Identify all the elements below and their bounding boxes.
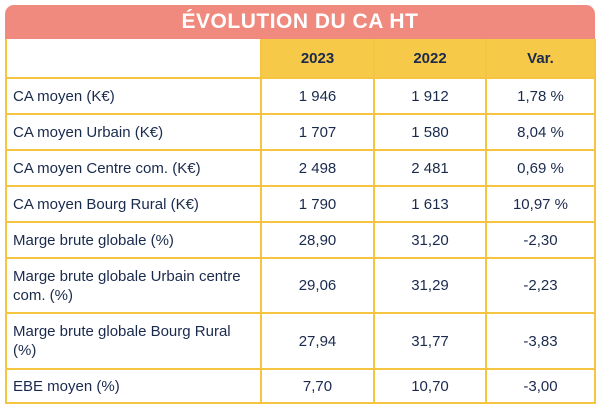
value-var: -2,30 bbox=[487, 223, 596, 259]
value-2023: 2 498 bbox=[262, 151, 375, 187]
value-var: 0,69 % bbox=[487, 151, 596, 187]
value-2023: 1 707 bbox=[262, 115, 375, 151]
value-2023: 28,90 bbox=[262, 223, 375, 259]
value-2022: 31,29 bbox=[375, 259, 487, 314]
header-cell-var: Var. bbox=[487, 39, 596, 79]
table-row: CA moyen (K€) 1 946 1 912 1,78 % bbox=[5, 79, 596, 115]
table-title: ÉVOLUTION DU CA HT bbox=[181, 10, 419, 33]
value-2023: 27,94 bbox=[262, 314, 375, 370]
title-bar: ÉVOLUTION DU CA HT bbox=[5, 5, 595, 39]
table-row: EBE moyen (%) 7,70 10,70 -3,00 bbox=[5, 370, 596, 404]
value-2022: 10,70 bbox=[375, 370, 487, 404]
row-label: EBE moyen (%) bbox=[5, 370, 262, 404]
row-label: Marge brute globale Bourg Rural (%) bbox=[5, 314, 262, 370]
value-2022: 1 912 bbox=[375, 79, 487, 115]
row-label: Marge brute globale Urbain centre com. (… bbox=[5, 259, 262, 314]
value-2023: 1 946 bbox=[262, 79, 375, 115]
value-2022: 2 481 bbox=[375, 151, 487, 187]
value-var: -2,23 bbox=[487, 259, 596, 314]
header-row: 2023 2022 Var. bbox=[5, 39, 596, 79]
header-cell-2022: 2022 bbox=[375, 39, 487, 79]
value-2023: 1 790 bbox=[262, 187, 375, 223]
table-row: Marge brute globale Bourg Rural (%) 27,9… bbox=[5, 314, 596, 370]
table-row: CA moyen Urbain (K€) 1 707 1 580 8,04 % bbox=[5, 115, 596, 151]
table-row: Marge brute globale (%) 28,90 31,20 -2,3… bbox=[5, 223, 596, 259]
row-label: CA moyen (K€) bbox=[5, 79, 262, 115]
row-label: CA moyen Urbain (K€) bbox=[5, 115, 262, 151]
row-label: CA moyen Bourg Rural (K€) bbox=[5, 187, 262, 223]
value-2023: 29,06 bbox=[262, 259, 375, 314]
table-row: Marge brute globale Urbain centre com. (… bbox=[5, 259, 596, 314]
header-cell-2023: 2023 bbox=[262, 39, 375, 79]
value-2022: 31,77 bbox=[375, 314, 487, 370]
value-var: 1,78 % bbox=[487, 79, 596, 115]
table-row: CA moyen Centre com. (K€) 2 498 2 481 0,… bbox=[5, 151, 596, 187]
table-row: CA moyen Bourg Rural (K€) 1 790 1 613 10… bbox=[5, 187, 596, 223]
value-2022: 31,20 bbox=[375, 223, 487, 259]
value-var: -3,83 bbox=[487, 314, 596, 370]
value-2022: 1 580 bbox=[375, 115, 487, 151]
value-2023: 7,70 bbox=[262, 370, 375, 404]
value-var: -3,00 bbox=[487, 370, 596, 404]
row-label: CA moyen Centre com. (K€) bbox=[5, 151, 262, 187]
row-label: Marge brute globale (%) bbox=[5, 223, 262, 259]
value-var: 8,04 % bbox=[487, 115, 596, 151]
header-cell-label bbox=[5, 39, 262, 79]
data-table: 2023 2022 Var. CA moyen (K€) 1 946 1 912… bbox=[5, 39, 596, 404]
value-2022: 1 613 bbox=[375, 187, 487, 223]
value-var: 10,97 % bbox=[487, 187, 596, 223]
